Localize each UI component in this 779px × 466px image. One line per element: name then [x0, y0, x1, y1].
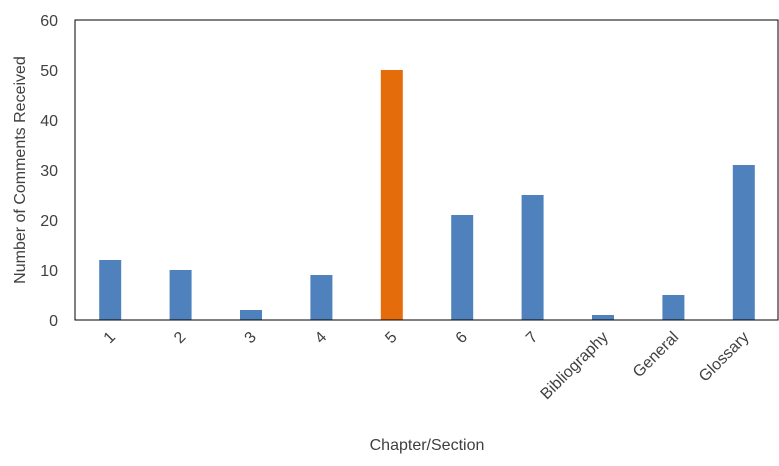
y-tick-label-60: 60: [40, 13, 58, 30]
x-tick-label-bibliography: Bibliography: [538, 329, 612, 403]
bar-4: [310, 275, 333, 320]
x-tick-label-7: 7: [523, 329, 541, 347]
x-axis-title: Chapter/Section: [370, 437, 485, 454]
y-tick-label-20: 20: [40, 213, 58, 230]
x-tick-label-4: 4: [312, 329, 330, 347]
x-tick-label-1: 1: [101, 329, 119, 347]
y-tick-label-40: 40: [40, 113, 58, 130]
x-tick-label-general: General: [630, 329, 682, 381]
y-axis-title: Number of Comments Received: [12, 56, 29, 284]
y-tick-label-0: 0: [49, 313, 58, 330]
x-tick-label-5: 5: [382, 329, 400, 347]
bar-7: [521, 195, 544, 320]
bar-general: [662, 295, 685, 320]
bar-bibliography: [592, 315, 614, 320]
y-tick-label-10: 10: [40, 263, 58, 280]
x-tick-label-3: 3: [242, 329, 260, 347]
x-tick-label-glossary: Glossary: [696, 329, 753, 386]
bar-2: [169, 270, 192, 320]
y-tick-label-50: 50: [40, 63, 58, 80]
bar-5: [380, 70, 403, 320]
plot-frame: [74, 19, 779, 321]
x-tick-label-6: 6: [453, 329, 471, 347]
y-tick-label-30: 30: [40, 163, 58, 180]
axes-layer: [74, 19, 779, 321]
bars-layer: [99, 70, 755, 320]
bar-glossary: [732, 165, 755, 320]
bar-1: [99, 260, 122, 320]
bar-3: [240, 310, 262, 320]
x-tick-label-2: 2: [171, 329, 189, 347]
bar-6: [451, 215, 474, 320]
